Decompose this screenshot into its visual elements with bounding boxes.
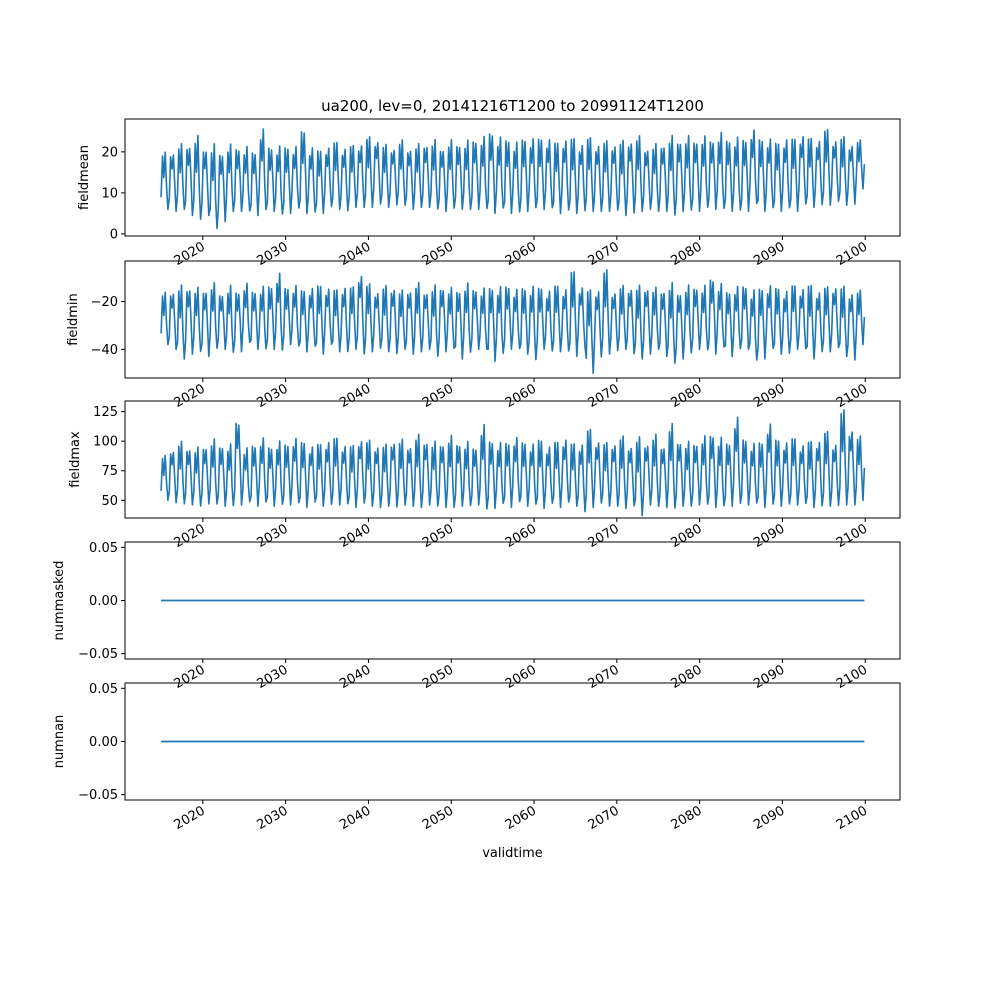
y-tick-label: 20 (101, 145, 118, 160)
y-tick-label: 100 (93, 435, 118, 450)
series-line (160, 128, 866, 230)
axes-frame (124, 400, 901, 519)
series-fieldmax (160, 409, 866, 517)
y-axis-label: fieldmin (66, 293, 81, 346)
y-tick-label: −20 (91, 295, 118, 310)
axes-frame (124, 260, 901, 379)
y-tick-label: −0.05 (78, 788, 118, 803)
y-axis-label: numnan (52, 715, 67, 769)
y-tick-label: 0.05 (89, 682, 118, 697)
y-axis-label: fieldmean (77, 145, 92, 210)
y-tick-label: 0 (110, 227, 118, 242)
series-fieldmean (160, 128, 866, 230)
y-tick-label: 50 (101, 494, 118, 509)
y-tick-label: −0.05 (78, 647, 118, 662)
y-tick-label: 0.05 (89, 541, 118, 556)
series-fieldmin (160, 269, 866, 374)
y-tick-label: 10 (101, 186, 118, 201)
series-line (160, 269, 866, 374)
y-tick-label: 0.00 (89, 735, 118, 750)
axes-frame (124, 118, 901, 237)
y-tick-label: 75 (101, 464, 118, 479)
y-tick-label: −40 (91, 343, 118, 358)
y-tick-label: 125 (93, 405, 118, 420)
y-axis-label: fieldmax (68, 431, 83, 488)
series-line (160, 409, 866, 517)
y-tick-label: 0.00 (89, 594, 118, 609)
y-axis-label: nummasked (52, 561, 67, 641)
chart-title: ua200, lev=0, 20141216T1200 to 20991124T… (321, 97, 704, 115)
x-axis-label: validtime (482, 846, 543, 861)
